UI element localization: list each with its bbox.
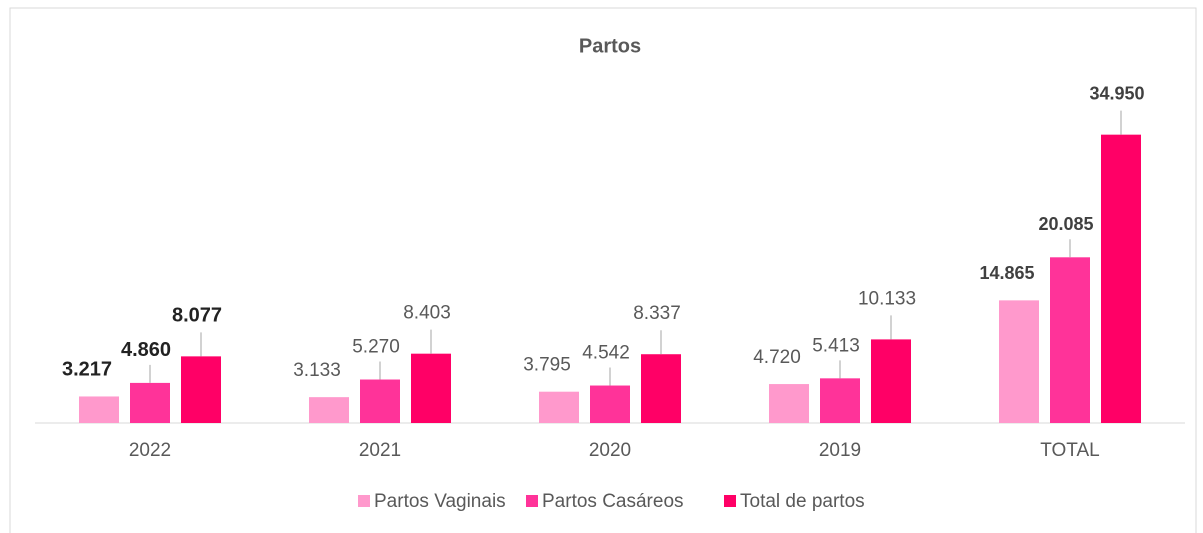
chart-title: Partos	[579, 35, 641, 57]
data-label: 34.950	[1089, 83, 1144, 103]
bar	[1101, 134, 1141, 423]
x-tick-label: 2020	[589, 440, 631, 461]
bar	[181, 356, 221, 423]
legend-swatch	[724, 495, 736, 507]
data-label: 4.542	[582, 343, 630, 364]
data-label: 8.337	[633, 303, 681, 324]
x-tick-label: 2019	[819, 440, 861, 461]
data-label: 5.413	[812, 335, 860, 356]
bar	[539, 391, 579, 423]
data-label: 20.085	[1038, 214, 1093, 234]
legend-label: Total de partos	[740, 491, 865, 512]
data-label: 3.133	[293, 360, 341, 381]
data-label: 8.403	[403, 303, 451, 324]
legend-label: Partos Vaginais	[374, 491, 506, 512]
bar	[769, 384, 809, 423]
legend-swatch	[358, 495, 370, 507]
data-label: 4.860	[121, 339, 171, 361]
bar	[309, 397, 349, 423]
data-label: 10.133	[858, 288, 916, 309]
x-tick-label: 2021	[359, 440, 401, 461]
chart-frame	[9, 7, 1197, 533]
bar	[590, 385, 630, 423]
data-label: 5.270	[352, 337, 400, 358]
legend-swatch	[526, 495, 538, 507]
data-label: 14.865	[979, 263, 1034, 283]
bar	[360, 379, 400, 423]
data-label: 8.077	[172, 305, 222, 327]
bar	[411, 353, 451, 423]
bar	[871, 339, 911, 423]
bar	[130, 382, 170, 423]
bar	[641, 354, 681, 423]
bar	[820, 378, 860, 423]
x-tick-label: TOTAL	[1040, 440, 1099, 461]
data-label: 3.795	[523, 355, 571, 376]
data-label: 4.720	[753, 347, 801, 368]
bar	[79, 396, 119, 423]
bar	[999, 300, 1039, 423]
legend-label: Partos Casáreos	[542, 491, 684, 512]
x-tick-label: 2022	[129, 440, 171, 461]
bar	[1050, 257, 1090, 423]
data-label: 3.217	[62, 359, 112, 381]
